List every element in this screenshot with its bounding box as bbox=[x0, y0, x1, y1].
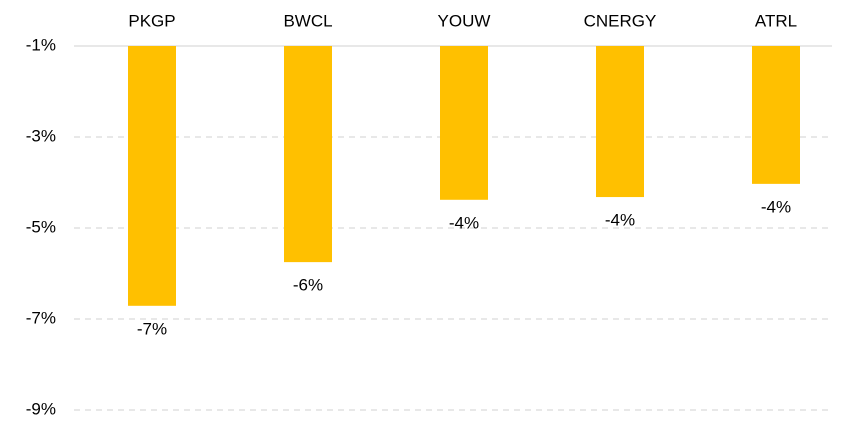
value-label: -4% bbox=[449, 213, 479, 232]
value-label: -7% bbox=[137, 319, 167, 338]
bar bbox=[752, 46, 800, 184]
x-tick-label: ATRL bbox=[755, 11, 797, 30]
bar bbox=[440, 46, 488, 200]
y-tick-label: -5% bbox=[26, 217, 56, 236]
x-tick-label: CNERGY bbox=[584, 11, 657, 30]
x-tick-label: PKGP bbox=[128, 11, 175, 30]
value-label: -4% bbox=[761, 197, 791, 216]
y-tick-label: -1% bbox=[26, 35, 56, 54]
value-label: -6% bbox=[293, 276, 323, 295]
y-tick-label: -9% bbox=[26, 399, 56, 416]
bar bbox=[284, 46, 332, 263]
bar bbox=[596, 46, 644, 198]
value-label: -4% bbox=[605, 211, 635, 230]
x-tick-label: YOUW bbox=[438, 11, 491, 30]
x-tick-label: BWCL bbox=[283, 11, 332, 30]
y-tick-label: -7% bbox=[26, 308, 56, 327]
bar bbox=[128, 46, 176, 306]
y-tick-label: -3% bbox=[26, 126, 56, 145]
